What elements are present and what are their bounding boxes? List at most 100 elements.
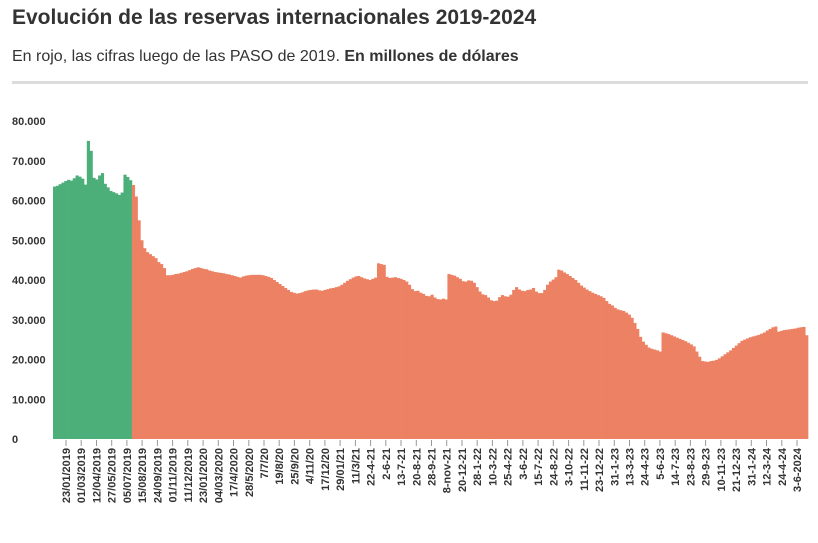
- x-tick-label-6: 24/09/2019: [152, 448, 164, 503]
- bar-1-180: [638, 336, 643, 439]
- x-tick-label-25: 8-nov-21: [442, 448, 454, 493]
- bar-1-145: [540, 293, 544, 439]
- bar-1-141: [529, 289, 533, 439]
- y-tick-label-8: 0: [12, 434, 18, 446]
- x-tick-label-27: 28-1-22: [472, 448, 484, 486]
- bar-1-117: [461, 281, 465, 439]
- bar-0-15: [95, 179, 99, 439]
- bar-1-217: [743, 339, 747, 440]
- bar-1-121: [472, 282, 476, 439]
- bar-1-91: [388, 278, 392, 439]
- bar-0-22: [114, 193, 119, 439]
- bar-1-152: [560, 270, 564, 439]
- x-tick-label-26: 20-12-21: [457, 448, 469, 492]
- bar-1-32: [222, 273, 226, 439]
- bar-1-123: [478, 291, 482, 439]
- bar-1-196: [684, 341, 688, 439]
- bar-0-16: [98, 175, 102, 439]
- bar-1-3: [140, 240, 144, 439]
- bar-1-201: [698, 356, 702, 439]
- x-tick-label-17: 17/12/20: [320, 448, 332, 491]
- bar-1-116: [458, 278, 462, 439]
- bar-1-146: [543, 289, 547, 439]
- bar-1-163: [591, 292, 595, 439]
- bar-1-203: [703, 361, 707, 439]
- x-tick-label-7: 01/11/2019: [168, 448, 180, 502]
- x-tick-label-2: 12/04/2019: [92, 448, 104, 503]
- bar-1-100: [413, 291, 417, 439]
- bar-1-63: [309, 289, 313, 439]
- x-tick-label-20: 22-4-21: [366, 448, 378, 486]
- bar-1-83: [365, 279, 369, 439]
- bar-1-144: [537, 293, 541, 439]
- bar-1-122: [475, 287, 479, 439]
- bar-1-137: [517, 289, 521, 439]
- x-tick-label-47: 24-4-24: [777, 447, 789, 486]
- bar-1-186: [655, 350, 660, 439]
- bar-1-138: [520, 290, 524, 439]
- bar-1-104: [424, 295, 429, 439]
- x-tick-label-9: 23/01/2020: [198, 448, 210, 503]
- bar-1-149: [551, 279, 555, 439]
- x-tick-label-10: 04/03/2020: [213, 448, 225, 503]
- bar-1-168: [605, 301, 609, 439]
- bar-1-9: [157, 262, 161, 439]
- bar-1-19: [185, 271, 189, 439]
- bar-0-20: [109, 190, 113, 439]
- bar-1-213: [731, 347, 736, 439]
- bar-1-61: [303, 291, 307, 439]
- bar-1-158: [576, 282, 581, 439]
- bar-1-157: [574, 280, 578, 439]
- x-tick-label-30: 3-6-22: [518, 448, 530, 480]
- bar-1-101: [416, 290, 420, 439]
- bar-1-222: [757, 334, 761, 439]
- x-tick-label-23: 20-8-21: [411, 448, 423, 486]
- bar-1-235: [793, 328, 798, 439]
- header-divider: [12, 81, 808, 84]
- bar-1-202: [700, 361, 705, 439]
- bar-1-24: [199, 268, 203, 439]
- bar-1-49: [269, 278, 274, 439]
- bar-1-79: [354, 276, 358, 439]
- x-tick-label-48: 3-6-2024: [792, 447, 804, 492]
- bar-1-92: [391, 277, 395, 439]
- bar-1-188: [661, 332, 665, 439]
- y-tick-label-3: 50.000: [12, 235, 46, 247]
- bar-1-220: [751, 336, 755, 439]
- bar-1-153: [562, 272, 567, 439]
- x-tick-label-3: 27/05/2019: [107, 448, 119, 503]
- bar-1-126: [486, 297, 491, 439]
- bar-1-111: [444, 299, 448, 439]
- bar-1-166: [599, 296, 603, 439]
- bar-1-89: [382, 264, 386, 439]
- bar-1-182: [644, 344, 648, 439]
- subtitle-note: En rojo, las cifras luego de las PASO de…: [12, 48, 340, 65]
- bar-1-120: [469, 280, 474, 439]
- bar-1-115: [455, 277, 460, 439]
- bar-1-90: [385, 276, 389, 439]
- bar-1-187: [658, 351, 662, 439]
- bar-1-110: [441, 298, 445, 439]
- bars-group: [53, 140, 809, 440]
- bar-1-171: [613, 307, 617, 439]
- x-tick-label-31: 15-7-22: [533, 448, 545, 486]
- bar-1-229: [777, 331, 781, 439]
- bar-1-55: [286, 289, 290, 439]
- bar-1-162: [588, 291, 592, 439]
- bar-1-97: [405, 281, 409, 439]
- bar-1-190: [667, 334, 671, 439]
- y-tick-label-4: 40.000: [12, 275, 46, 287]
- bar-1-239: [805, 335, 809, 439]
- bar-1-151: [557, 269, 561, 439]
- bar-1-4: [143, 248, 147, 439]
- bar-1-11: [162, 268, 167, 439]
- bar-0-5: [67, 179, 71, 439]
- bar-0-6: [69, 180, 74, 440]
- x-tick-label-44: 21-12-23: [731, 448, 743, 492]
- bar-1-198: [689, 344, 693, 439]
- bar-1-54: [284, 287, 288, 439]
- bar-1-230: [779, 330, 783, 439]
- bar-1-41: [247, 275, 251, 439]
- bar-1-125: [484, 295, 488, 439]
